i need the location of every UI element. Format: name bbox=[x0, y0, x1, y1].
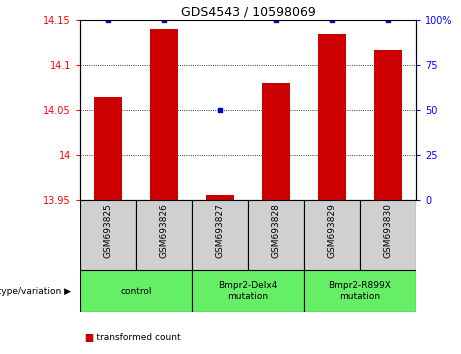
Text: GSM693825: GSM693825 bbox=[104, 204, 112, 258]
Bar bbox=[94, 97, 122, 200]
Bar bbox=[80, 270, 192, 312]
Bar bbox=[360, 200, 416, 270]
Bar bbox=[374, 50, 402, 200]
Bar bbox=[318, 34, 346, 200]
Bar bbox=[304, 270, 416, 312]
Bar bbox=[136, 200, 192, 270]
Bar bbox=[150, 29, 178, 200]
Text: GSM693829: GSM693829 bbox=[327, 204, 337, 258]
Bar bbox=[192, 270, 304, 312]
Bar bbox=[206, 195, 234, 200]
Bar bbox=[262, 83, 290, 200]
Text: GSM693830: GSM693830 bbox=[384, 204, 392, 258]
Text: genotype/variation ▶: genotype/variation ▶ bbox=[0, 286, 71, 296]
Bar bbox=[80, 200, 136, 270]
Text: Bmpr2-R899X
mutation: Bmpr2-R899X mutation bbox=[329, 281, 391, 301]
Bar bbox=[248, 200, 304, 270]
Text: GSM693828: GSM693828 bbox=[272, 204, 280, 258]
Text: GSM693826: GSM693826 bbox=[160, 204, 169, 258]
Text: GSM693827: GSM693827 bbox=[215, 204, 225, 258]
Title: GDS4543 / 10598069: GDS4543 / 10598069 bbox=[181, 6, 315, 19]
Text: ■: ■ bbox=[85, 333, 94, 343]
Bar bbox=[304, 200, 360, 270]
Text: Bmpr2-Delx4
mutation: Bmpr2-Delx4 mutation bbox=[219, 281, 278, 301]
Bar bbox=[192, 200, 248, 270]
Text: control: control bbox=[120, 286, 152, 296]
Text: ■ transformed count: ■ transformed count bbox=[85, 333, 180, 342]
